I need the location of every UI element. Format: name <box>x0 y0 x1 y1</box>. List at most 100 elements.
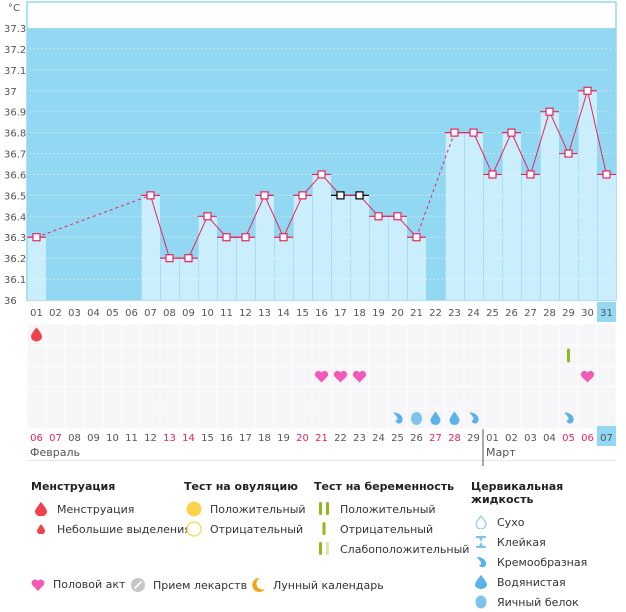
symbol-cell <box>46 387 65 408</box>
x-tick-label: 30 <box>581 308 594 319</box>
legend-item: Водянистая <box>471 572 626 592</box>
temperature-bar <box>274 237 293 300</box>
symbol-cell <box>597 345 616 366</box>
sticky-icon <box>471 535 491 549</box>
ovulation-positive-icon <box>184 501 204 517</box>
creamy-icon <box>564 412 574 424</box>
temperature-line-segment <box>283 195 303 238</box>
temperature-line-segment <box>511 132 531 175</box>
symbol-cell <box>198 324 217 345</box>
temperature-bar <box>27 237 46 300</box>
y-tick-label: 36.3 <box>4 233 26 244</box>
dry-icon <box>471 515 491 529</box>
symbol-cell <box>559 408 578 429</box>
watery-icon <box>471 575 491 589</box>
pregnancy-weak-icon <box>314 542 334 556</box>
symbol-cell <box>521 366 540 387</box>
temperature-line-segment <box>587 90 607 175</box>
x-tick-label: 11 <box>220 308 233 319</box>
symbol-cell <box>46 408 65 429</box>
temperature-bars <box>27 90 616 301</box>
symbol-cell <box>65 345 84 366</box>
temperature-line-segment <box>530 111 550 175</box>
symbol-cell <box>521 387 540 408</box>
temperature-point <box>374 212 383 221</box>
y-tick-label: 36.9 <box>4 108 26 119</box>
symbol-cell <box>331 324 350 345</box>
symbol-cell <box>369 366 388 387</box>
legend-cervical: Цервикальная жидкость Сухо Клейкая Кремо… <box>471 480 626 612</box>
date-label: 18 <box>258 433 271 444</box>
temperature-bar <box>578 90 597 301</box>
symbol-cell <box>464 345 483 366</box>
pill-icon <box>131 578 145 592</box>
date-label: 20 <box>296 433 309 444</box>
symbol-cell <box>46 345 65 366</box>
legend-medication: Прием лекарств <box>131 578 247 592</box>
symbol-cell <box>578 408 597 429</box>
temperature-point <box>526 170 535 179</box>
date-label: 13 <box>163 433 176 444</box>
symbol-cell <box>103 366 122 387</box>
symbol-cell <box>27 366 46 387</box>
date-label: 07 <box>49 433 62 444</box>
symbol-cell <box>84 345 103 366</box>
symbol-cell <box>426 345 445 366</box>
symbol-cell <box>597 324 616 345</box>
egg-white-icon <box>411 412 422 425</box>
symbol-cell <box>445 366 464 387</box>
x-tick-label: 20 <box>391 308 404 319</box>
symbol-cell <box>369 324 388 345</box>
x-axis: 01 02 03 04 05 06 07 08 09 10 11 12 13 14 15 16 17 18 19 20… <box>30 302 616 322</box>
temperature-point <box>146 191 155 200</box>
legend-menstruation: Менструация Менструация Небольшие выделе… <box>31 480 191 539</box>
date-axis: 06 07 08 09 10 11 12 13 14 15 16 17 18 19 20 21 22 23 24 25… <box>27 426 616 466</box>
symbol-cell <box>217 324 236 345</box>
y-tick-label: 37.1 <box>4 66 26 77</box>
today-highlight <box>597 426 616 446</box>
x-tick-label: 09 <box>182 308 195 319</box>
legend-label: Яичный белок <box>497 595 579 609</box>
x-tick-label: 28 <box>543 308 556 319</box>
y-tick-label: 36.8 <box>4 129 26 140</box>
symbol-cell <box>255 366 274 387</box>
symbol-cell <box>426 387 445 408</box>
temperature-line-segment <box>150 195 170 259</box>
x-tick-label: 21 <box>410 308 423 319</box>
symbol-cell <box>236 345 255 366</box>
x-tick-label: 16 <box>315 308 328 319</box>
temperature-bar <box>217 237 236 300</box>
symbol-cell <box>483 408 502 429</box>
symbol-cell <box>445 324 464 345</box>
symbol-cell <box>312 387 331 408</box>
y-tick-label: 36.6 <box>4 170 26 181</box>
bbt-chart: 36 36.1 36.2 36.3 36.4 36.5 36.6 36.7 36.8 36.9 37… <box>4 1 617 466</box>
symbol-cell <box>236 366 255 387</box>
symbol-cell <box>521 324 540 345</box>
symbol-cell <box>293 387 312 408</box>
symbol-cell <box>122 324 141 345</box>
temperature-bar <box>350 195 369 300</box>
temperature-line-dashed <box>36 194 151 238</box>
temperature-point <box>602 170 611 179</box>
date-label: 29 <box>467 433 480 444</box>
temperature-bar <box>236 237 255 300</box>
symbol-cell <box>578 345 597 366</box>
current-day-highlight <box>597 302 616 322</box>
pregnancy-positive-icon <box>314 502 334 516</box>
symbol-cell <box>103 345 122 366</box>
symbol-cell <box>122 408 141 429</box>
date-label: 09 <box>87 433 100 444</box>
temperature-bar <box>559 153 578 300</box>
temperature-bar <box>407 237 426 300</box>
x-tick-label: 08 <box>163 308 176 319</box>
symbol-cell <box>331 408 350 429</box>
symbol-cell <box>236 408 255 429</box>
y-tick-label: 36.7 <box>4 150 26 161</box>
temperature-line-segment <box>473 132 493 175</box>
symbol-cell <box>483 324 502 345</box>
symbol-cell <box>179 345 198 366</box>
y-tick-label: 37 <box>4 87 17 98</box>
symbol-cell <box>274 387 293 408</box>
legend-label: Кремообразная <box>497 555 588 569</box>
